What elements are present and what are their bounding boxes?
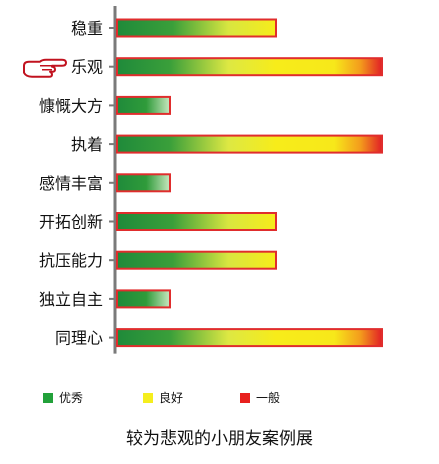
bar-1 — [116, 18, 277, 38]
category-label: 稳重 — [71, 19, 103, 38]
category-label: 独立自主 — [39, 290, 103, 309]
bar-7 — [116, 250, 277, 270]
bars — [116, 18, 383, 348]
bar-9 — [116, 328, 383, 348]
category-label: 开拓创新 — [39, 213, 103, 232]
legend: 优秀 良好 一般 — [43, 390, 280, 405]
chart-caption: 较为悲观的小朋友案例展 — [126, 429, 313, 449]
category-label: 抗压能力 — [39, 251, 103, 270]
legend-label: 一般 — [256, 390, 280, 405]
pointing-hand-icon — [23, 58, 67, 78]
category-label: 执着 — [71, 135, 103, 154]
legend-swatch-1 — [43, 393, 53, 403]
pointer-layer — [23, 58, 67, 78]
bar-8 — [116, 289, 171, 309]
category-label: 感情丰富 — [39, 174, 103, 193]
bar-6 — [116, 212, 277, 231]
category-label: 乐观 — [71, 58, 103, 77]
legend-label: 良好 — [159, 390, 183, 405]
bar-4 — [116, 134, 383, 154]
category-label: 慷慨大方 — [39, 96, 103, 115]
bar-2 — [116, 57, 383, 77]
bar-3 — [116, 95, 171, 115]
category-label: 同理心 — [55, 329, 103, 348]
legend-swatch-2 — [143, 393, 153, 403]
legend-label: 优秀 — [59, 391, 83, 405]
axis — [109, 6, 117, 354]
bar-5 — [116, 173, 171, 193]
legend-swatch-3 — [240, 393, 250, 403]
